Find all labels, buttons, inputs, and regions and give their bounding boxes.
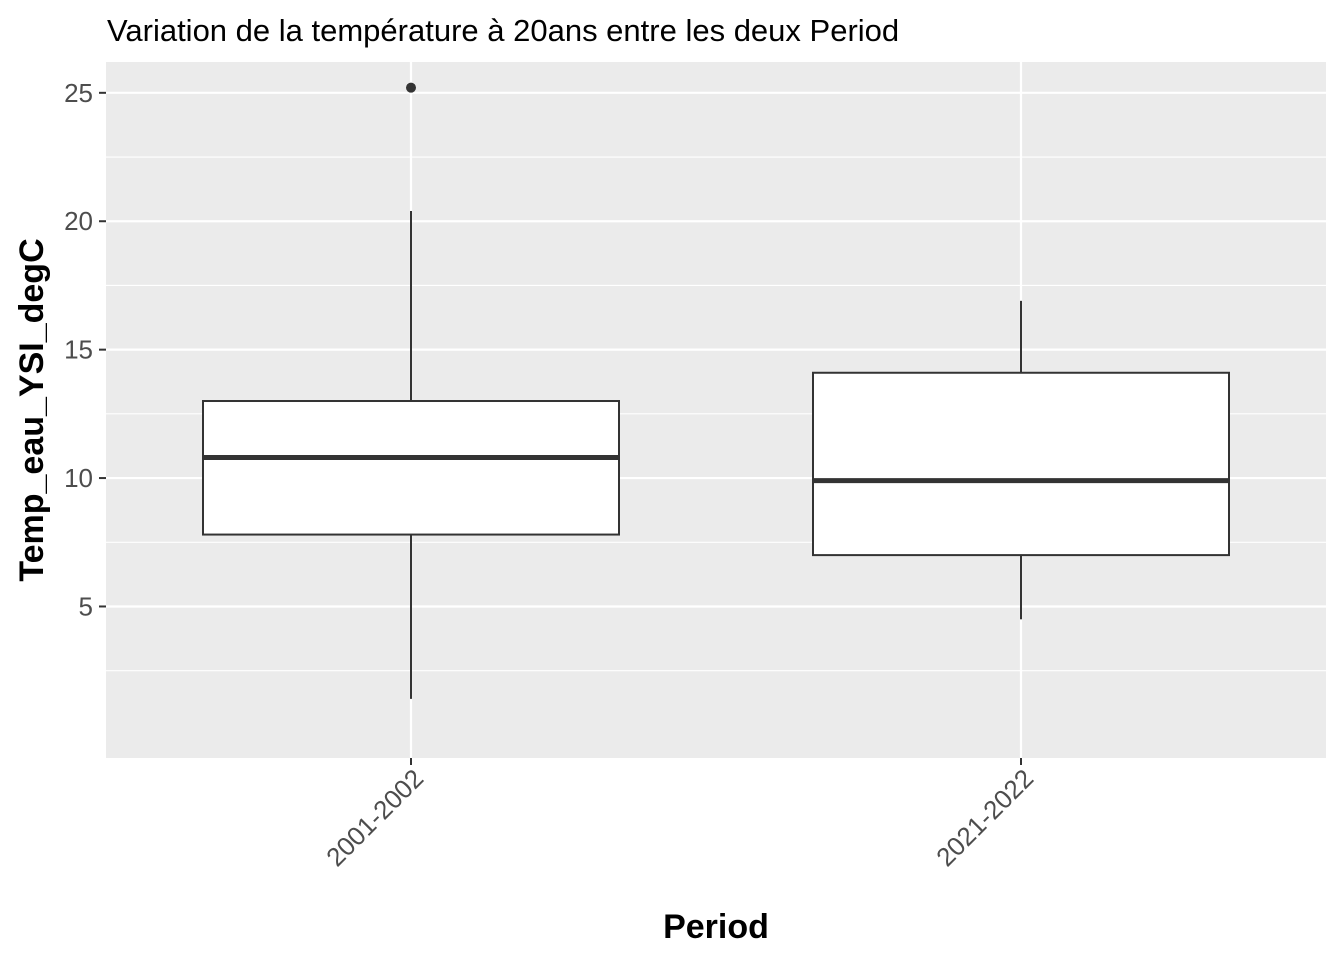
y-tick-label: 20 (64, 206, 93, 236)
box-2001-2002 (202, 82, 620, 699)
y-tick-label: 5 (79, 591, 93, 621)
box-iqr (812, 371, 1230, 557)
box-iqr (202, 400, 620, 536)
boxes-layer (202, 82, 1230, 699)
y-tick-label: 25 (64, 78, 93, 108)
x-axis-title: Period (663, 908, 769, 946)
x-tick-label: 2021-2022 (930, 763, 1039, 872)
y-axis: 5 10 15 20 25 (64, 78, 106, 621)
outlier-point (406, 82, 416, 93)
y-axis-title: Temp_eau_YSI_degC (13, 238, 51, 581)
x-tick-label: 2001-2002 (320, 763, 429, 872)
y-tick-label: 15 (64, 335, 93, 365)
chart-title: Variation de la température à 20ans entr… (107, 13, 899, 48)
x-axis: 2001-2002 2021-2022 (320, 758, 1039, 872)
box-2021-2022 (812, 300, 1230, 620)
y-tick-label: 10 (64, 463, 93, 493)
